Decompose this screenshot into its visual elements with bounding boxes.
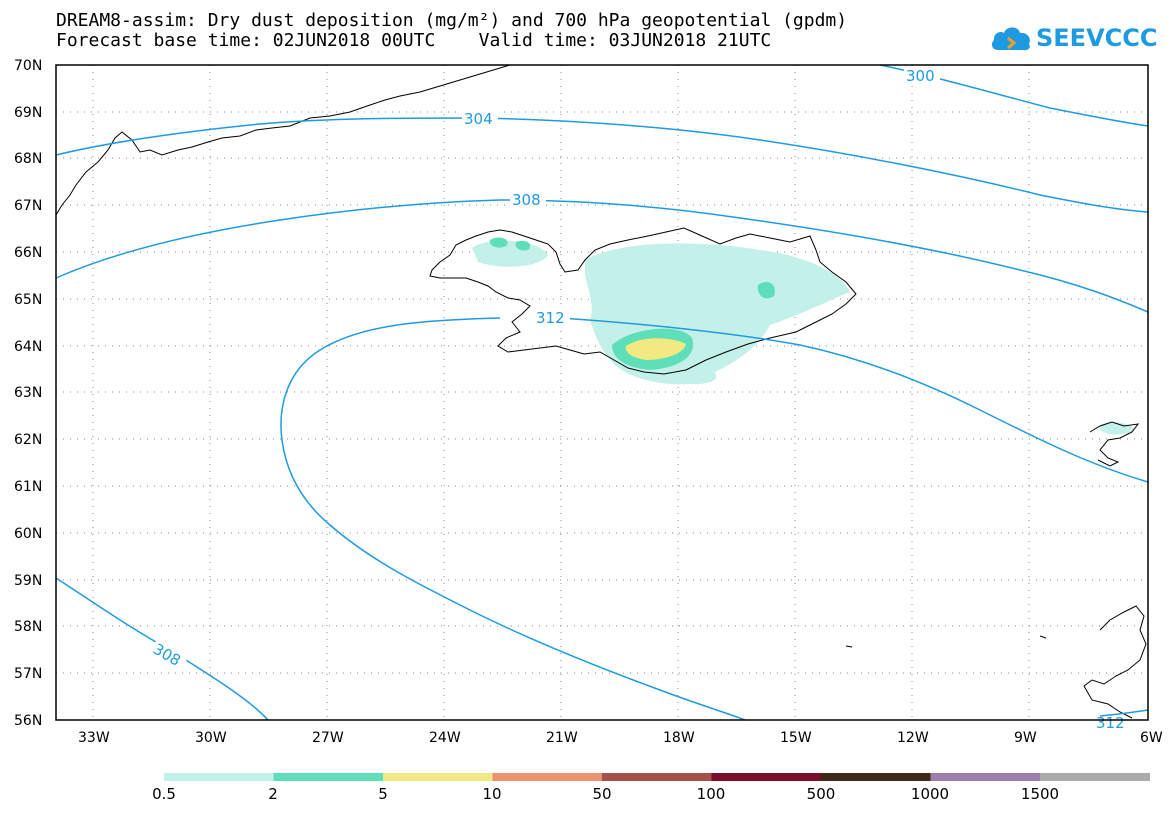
- lat-label: 59N: [14, 573, 42, 589]
- lat-label: 68N: [14, 151, 42, 167]
- lat-label: 61N: [14, 479, 42, 495]
- lat-label: 65N: [14, 292, 42, 308]
- lat-label: 60N: [14, 526, 42, 542]
- greenland-coast: [55, 64, 511, 216]
- contour-label-308-south-bg: [148, 638, 189, 673]
- legend-label: 500: [807, 785, 836, 803]
- lat-label: 66N: [14, 245, 42, 261]
- legend-label: 50: [592, 785, 611, 803]
- legend-swatch: [602, 773, 712, 781]
- lat-label: 64N: [14, 339, 42, 355]
- plot-frame: [55, 64, 1149, 721]
- lat-label: 58N: [14, 619, 42, 635]
- legend-labels: 0.5 2 5 10 50 100 500 1000 1500: [152, 785, 1059, 803]
- legend-swatch: [273, 773, 384, 781]
- legend-label: 100: [697, 785, 726, 803]
- lon-label: 30W: [195, 730, 227, 746]
- latitude-labels: 70N 69N 68N 67N 66N 65N 64N 63N 62N 61N …: [14, 58, 42, 729]
- legend-label: 5: [378, 785, 388, 803]
- lon-label: 15W: [780, 730, 812, 746]
- legend-label: 1500: [1021, 785, 1059, 803]
- lon-label: 9W: [1014, 730, 1037, 746]
- dust-area-2-westfjords-b: [515, 240, 531, 251]
- contour-label-304: 304: [464, 110, 493, 128]
- contour-label-312-bg: [534, 309, 570, 327]
- lat-label: 57N: [14, 666, 42, 682]
- lat-label: 70N: [14, 58, 42, 74]
- small-island-1: [1039, 635, 1047, 639]
- scotland-coast: [1083, 605, 1147, 719]
- contour-label-308: 308: [512, 191, 541, 209]
- lat-label: 63N: [14, 385, 42, 401]
- legend-label: 0.5: [152, 785, 176, 803]
- lon-label: 21W: [546, 730, 578, 746]
- lon-label: 27W: [312, 730, 344, 746]
- contour-312-southeast: [1099, 709, 1149, 717]
- lon-label: 12W: [897, 730, 929, 746]
- seevccc-logo: SEEVCCC: [990, 18, 1158, 58]
- contour-308-north: [55, 199, 1149, 313]
- contour-312-west: [280, 317, 746, 721]
- small-island-2: [845, 645, 853, 648]
- cloud-icon: [991, 27, 1030, 51]
- faroe-coast: [1089, 421, 1140, 467]
- coastlines: [55, 64, 1147, 719]
- legend-swatch: [821, 773, 931, 781]
- legend-label: 10: [482, 785, 501, 803]
- legend-label: 1000: [911, 785, 949, 803]
- contour-label-312-southeast: 312: [1096, 714, 1125, 732]
- dust-area-5: [625, 338, 686, 360]
- lon-label: 18W: [663, 730, 695, 746]
- longitude-labels: 33W 30W 27W 24W 21W 18W 15W 12W 9W 6W: [78, 730, 1163, 746]
- contour-label-304-bg: [462, 110, 498, 128]
- legend-swatch: [164, 773, 274, 781]
- legend-swatch: [1040, 773, 1150, 781]
- lon-label: 6W: [1140, 730, 1163, 746]
- lat-label: 56N: [14, 713, 42, 729]
- iceland-coast: [429, 227, 857, 375]
- lon-label: 24W: [429, 730, 461, 746]
- dust-area-2-east: [757, 282, 775, 299]
- dust-deposition-field: [472, 237, 1135, 435]
- legend-swatch: [492, 773, 603, 781]
- contour-labels: 300 304 308 312 308 312: [148, 66, 1125, 732]
- contour-312-east: [559, 317, 1149, 483]
- color-legend: [164, 773, 1150, 781]
- lat-label: 69N: [14, 105, 42, 121]
- chart-title-line1: DREAM8-assim: Dry dust deposition (mg/m²…: [56, 10, 848, 31]
- contour-label-300-bg: [904, 66, 940, 84]
- legend-swatch: [711, 773, 822, 781]
- dust-area-2-westfjords-a: [489, 237, 508, 248]
- lat-label: 67N: [14, 198, 42, 214]
- legend-swatch: [930, 773, 1041, 781]
- contour-304: [55, 117, 1149, 213]
- logo-text: SEEVCCC: [1036, 24, 1158, 52]
- lon-label: 33W: [78, 730, 110, 746]
- legend-swatch: [383, 773, 493, 781]
- contour-label-300: 300: [906, 67, 935, 85]
- contour-label-312: 312: [536, 309, 565, 327]
- chart-title-line2: Forecast base time: 02JUN2018 00UTC Vali…: [56, 30, 772, 51]
- contour-label-308-bg: [510, 191, 546, 209]
- legend-label: 2: [268, 785, 278, 803]
- lat-label: 62N: [14, 432, 42, 448]
